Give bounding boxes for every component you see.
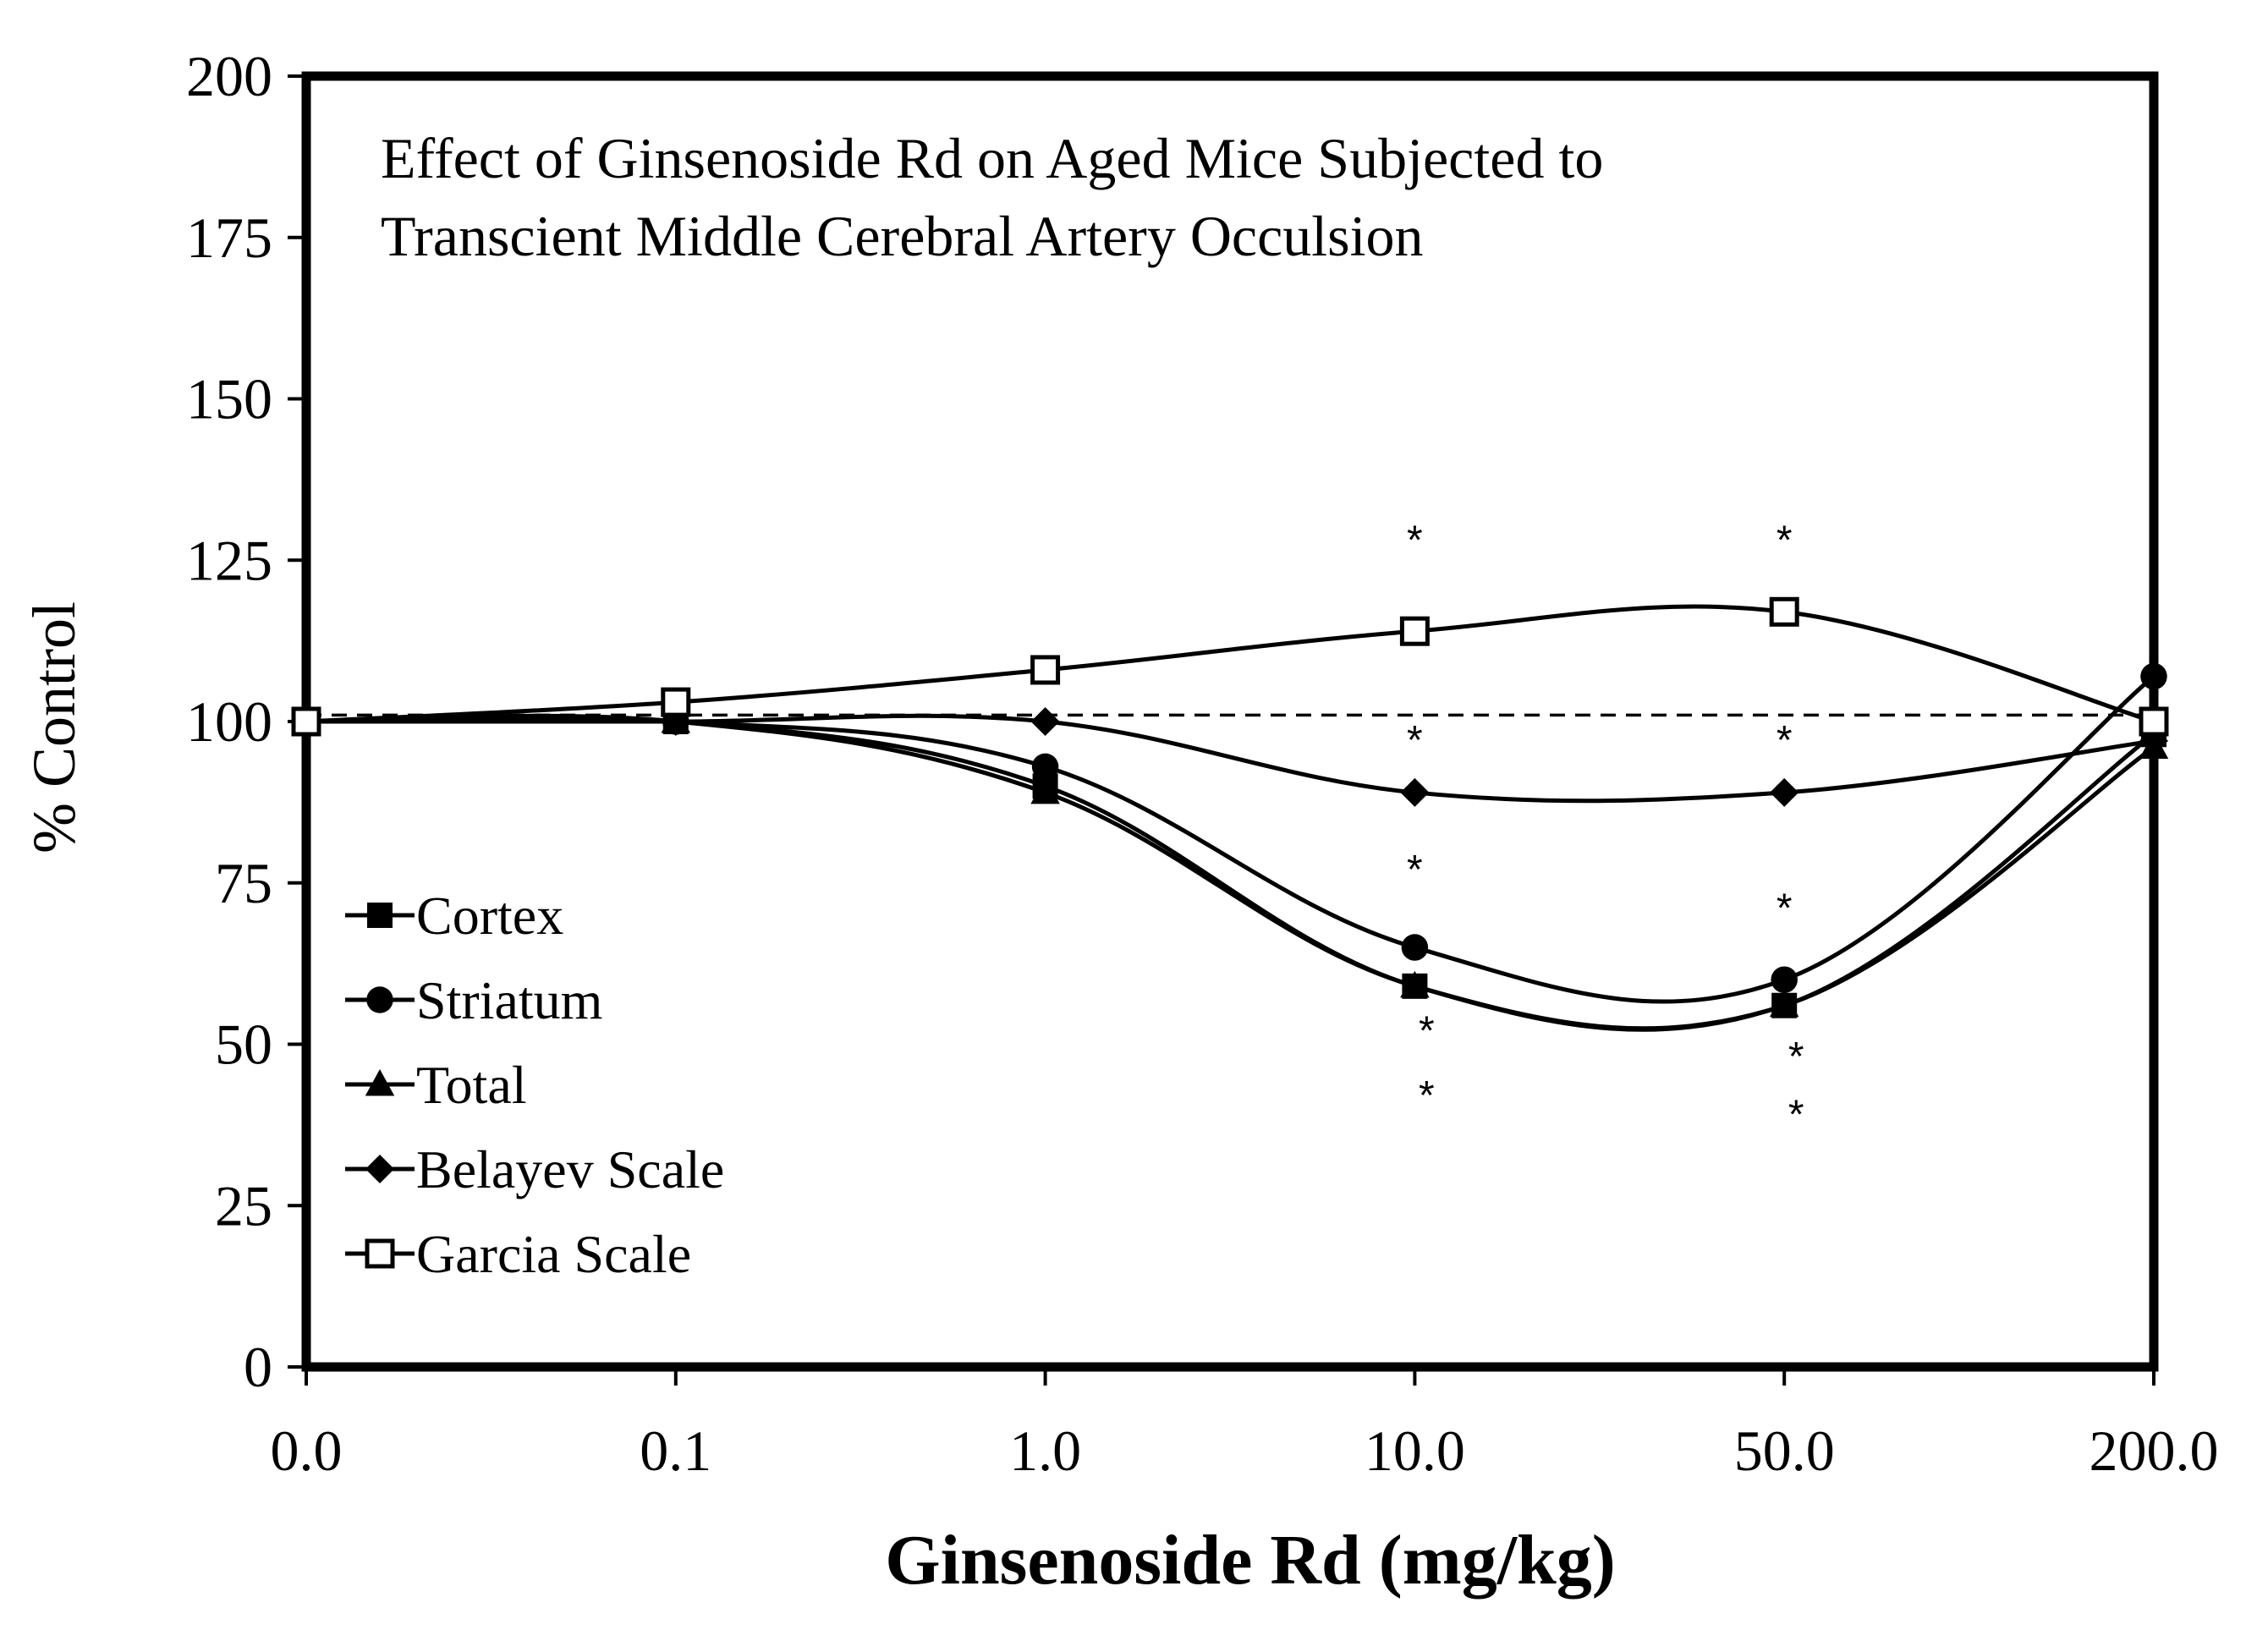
legend-marker-cortex [367, 903, 393, 928]
significance-marker: * [1776, 886, 1793, 931]
x-tick-label: 200.0 [2090, 1419, 2219, 1483]
x-tick-label: 0.0 [271, 1419, 343, 1483]
data-point-belayev-scale [1030, 707, 1060, 736]
x-tick-label: 0.1 [640, 1419, 711, 1483]
series-lines [305, 604, 2155, 1032]
x-axis-label: Ginsenoside Rd (mg/kg) [885, 1521, 1615, 1600]
data-point-garcia-scale [1769, 596, 1799, 627]
legend-label-cortex: Cortex [416, 886, 563, 946]
chart-title-line-2: Transcient Middle Cerebral Artery Occuls… [381, 204, 1424, 268]
data-point-garcia-scale [1399, 616, 1430, 646]
data-point-striatum [1771, 966, 1798, 993]
series-line-belayev-scale [306, 713, 2155, 804]
significance-marker: * [1407, 519, 1423, 563]
data-point-garcia-scale [661, 687, 691, 717]
x-tick-label: 50.0 [1734, 1419, 1835, 1483]
legend-label-total: Total [416, 1055, 527, 1115]
legend-marker-total [365, 1069, 395, 1096]
series-line-garcia-scale [305, 604, 2155, 724]
y-axis-label: % Control [20, 601, 88, 853]
data-point-garcia-scale [2139, 706, 2169, 737]
y-tick-label: 125 [186, 528, 272, 592]
axes: 0 25 50 75 100 125 150 175 200 0.0 0.1 1.0 10.0 50.0 2… [186, 44, 2219, 1483]
legend-label-belayev-scale: Belayev Scale [416, 1139, 724, 1199]
series-markers [291, 596, 2169, 1018]
y-tick-label: 175 [186, 206, 272, 270]
y-tick-label: 0 [244, 1335, 272, 1399]
data-point-striatum [1401, 934, 1429, 961]
y-tick-label: 100 [186, 689, 272, 754]
legend-label-striatum: Striatum [416, 970, 602, 1030]
significance-marker: * [1788, 1093, 1804, 1138]
data-point-belayev-scale [1770, 777, 1799, 807]
x-tick-label: 1.0 [1009, 1419, 1081, 1483]
significance-marker: * [1419, 1009, 1435, 1054]
data-point-belayev-scale [1400, 777, 1430, 807]
significance-marker: * [1407, 848, 1423, 892]
data-point-striatum [1031, 753, 1059, 781]
y-tick-label: 75 [215, 851, 272, 915]
significance-marker: * [1776, 718, 1793, 763]
legend: Cortex Striatum Total Belayev Scale Garcia S… [345, 886, 724, 1284]
data-point-total [1769, 990, 1799, 1018]
y-tick-label: 25 [215, 1173, 272, 1238]
x-tick-label: 10.0 [1365, 1419, 1465, 1483]
y-tick-label: 150 [186, 367, 272, 431]
significance-marker: * [1776, 519, 1793, 563]
chart-title: Effect of Ginsenoside Rd on Aged Mice Su… [381, 126, 1603, 268]
data-point-garcia-scale [291, 706, 321, 737]
data-point-striatum [2140, 662, 2167, 690]
y-tick-label: 200 [186, 44, 272, 108]
legend-marker-striatum [366, 986, 393, 1013]
y-tick-label: 50 [215, 1013, 272, 1077]
data-point-total [1030, 777, 1060, 804]
significance-marker: * [1788, 1035, 1804, 1079]
chart-title-line-1: Effect of Ginsenoside Rd on Aged Mice Su… [381, 126, 1603, 190]
data-point-garcia-scale [1030, 655, 1061, 685]
legend-label-garcia-scale: Garcia Scale [416, 1224, 691, 1284]
data-point-total [1400, 970, 1430, 998]
series-line-total [305, 713, 2155, 1031]
legend-marker-garcia-scale [365, 1238, 395, 1269]
significance-marker: * [1407, 718, 1423, 763]
significance-marker: * [1419, 1073, 1435, 1118]
significance-annotations: * * * * * * * * * * [1407, 519, 1804, 1138]
legend-marker-belayev-scale [365, 1155, 394, 1183]
